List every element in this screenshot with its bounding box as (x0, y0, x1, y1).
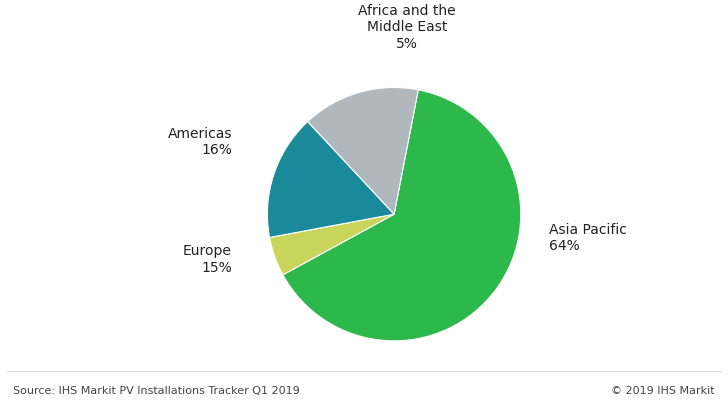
Text: Source: IHS Markit PV Installations Tracker Q1 2019: Source: IHS Markit PV Installations Trac… (13, 386, 300, 395)
Wedge shape (269, 215, 394, 275)
Text: PV installations forecast 2019: PV installations forecast 2019 (13, 20, 367, 40)
Wedge shape (267, 122, 394, 238)
Text: © 2019 IHS Markit: © 2019 IHS Markit (612, 386, 715, 395)
Text: Americas
16%: Americas 16% (167, 126, 232, 156)
Text: Europe
15%: Europe 15% (183, 244, 232, 274)
Text: Africa and the
Middle East
5%: Africa and the Middle East 5% (358, 4, 456, 50)
Wedge shape (308, 88, 419, 215)
Wedge shape (283, 91, 521, 341)
Text: Asia Pacific
64%: Asia Pacific 64% (549, 222, 627, 252)
